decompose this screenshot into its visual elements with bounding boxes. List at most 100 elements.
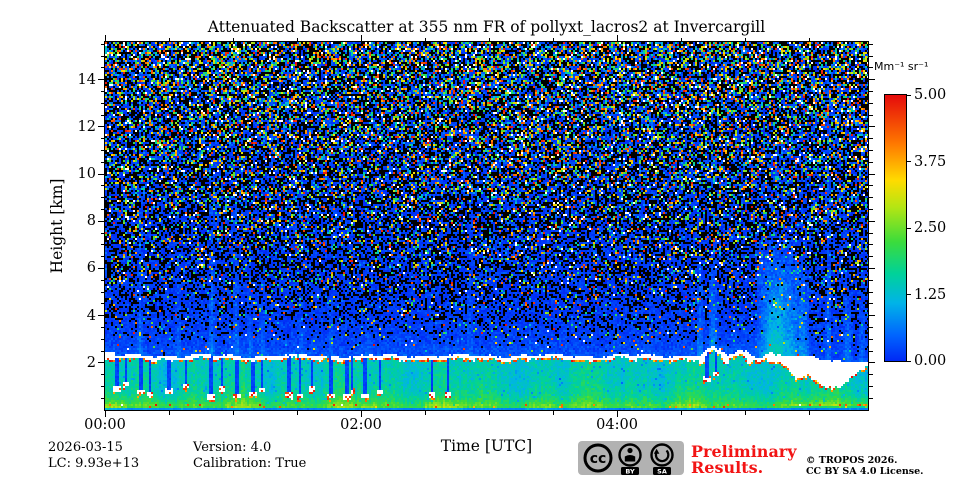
y-minor-tick bbox=[869, 197, 873, 199]
y-minor-tick bbox=[100, 43, 104, 45]
y-minor-tick bbox=[869, 67, 873, 69]
x-major-tick bbox=[360, 35, 362, 41]
y-minor-tick bbox=[869, 102, 873, 104]
plot-title: Attenuated Backscatter at 355 nm FR of p… bbox=[207, 18, 766, 36]
y-minor-tick bbox=[869, 244, 873, 246]
y-minor-tick bbox=[869, 291, 873, 293]
date-annotation: 2026-03-15 bbox=[48, 440, 123, 455]
x-minor-tick bbox=[168, 411, 170, 415]
colorbar-tick bbox=[907, 227, 911, 229]
x-minor-tick bbox=[552, 411, 554, 415]
x-tick-label: 00:00 bbox=[84, 417, 126, 433]
calibration-annotation: Calibration: True bbox=[193, 456, 307, 471]
x-major-tick bbox=[104, 35, 106, 41]
x-minor-tick bbox=[552, 37, 554, 41]
x-tick-label: 02:00 bbox=[340, 417, 382, 433]
y-minor-tick bbox=[100, 138, 104, 140]
y-minor-tick bbox=[869, 374, 873, 376]
y-minor-tick bbox=[100, 385, 104, 387]
y-minor-tick bbox=[100, 303, 104, 305]
y-minor-tick bbox=[100, 244, 104, 246]
y-minor-tick bbox=[100, 150, 104, 151]
colorbar bbox=[884, 94, 907, 362]
y-minor-tick bbox=[100, 197, 104, 199]
y-minor-tick bbox=[869, 161, 873, 163]
x-minor-tick bbox=[744, 37, 746, 41]
backscatter-heatmap bbox=[104, 41, 869, 411]
y-minor-tick bbox=[869, 397, 873, 399]
y-minor-tick bbox=[869, 338, 873, 340]
colorbar-tick-label: 1.25 bbox=[914, 286, 947, 303]
y-minor-tick bbox=[869, 185, 873, 187]
y-minor-tick bbox=[100, 232, 104, 234]
y-minor-tick bbox=[100, 114, 104, 116]
x-minor-tick bbox=[296, 37, 298, 41]
x-minor-tick bbox=[808, 37, 810, 41]
y-tick-label: 6 bbox=[86, 260, 96, 277]
tropos-line1: © TROPOS 2026. bbox=[806, 455, 898, 466]
y-major-tick bbox=[98, 173, 104, 175]
y-minor-tick bbox=[869, 256, 873, 258]
y-major-tick bbox=[869, 79, 875, 81]
by-person-icon: BY bbox=[618, 443, 642, 476]
y-major-tick bbox=[869, 126, 875, 128]
y-minor-tick bbox=[100, 279, 104, 281]
y-minor-tick bbox=[100, 374, 104, 376]
y-minor-tick bbox=[869, 55, 873, 57]
y-major-tick bbox=[98, 267, 104, 269]
colorbar-tick-label: 5.00 bbox=[914, 87, 947, 103]
y-minor-tick bbox=[100, 91, 104, 93]
y-major-tick bbox=[98, 362, 104, 364]
colorbar-tick-label: 2.50 bbox=[914, 220, 947, 236]
y-minor-tick bbox=[100, 67, 104, 69]
y-minor-tick bbox=[869, 91, 873, 93]
x-minor-tick bbox=[232, 411, 234, 415]
x-major-tick bbox=[104, 411, 106, 417]
y-major-tick bbox=[98, 315, 104, 317]
y-major-tick bbox=[869, 267, 875, 269]
x-minor-tick bbox=[744, 411, 746, 415]
colorbar-tick bbox=[907, 294, 911, 295]
tropos-copyright: © TROPOS 2026. CC BY SA 4.0 License. bbox=[806, 455, 923, 477]
lidar-constant-annotation: LC: 9.93e+13 bbox=[48, 456, 140, 471]
y-major-tick bbox=[869, 362, 875, 364]
x-minor-tick bbox=[488, 37, 490, 41]
y-tick-label: 8 bbox=[86, 213, 96, 230]
x-major-tick bbox=[616, 411, 618, 417]
version-annotation: Version: 4.0 bbox=[193, 440, 272, 455]
y-major-tick bbox=[98, 126, 104, 128]
y-minor-tick bbox=[100, 55, 104, 57]
x-minor-tick bbox=[680, 37, 682, 41]
y-major-tick bbox=[869, 173, 875, 175]
y-minor-tick bbox=[100, 185, 104, 187]
y-minor-tick bbox=[869, 208, 873, 210]
x-minor-tick bbox=[168, 37, 170, 41]
y-major-tick bbox=[98, 79, 104, 81]
y-major-tick bbox=[869, 220, 875, 222]
cc-icon: cc bbox=[583, 443, 613, 473]
y-tick-label: 10 bbox=[77, 166, 96, 183]
y-tick-label: 12 bbox=[77, 118, 96, 135]
y-minor-tick bbox=[100, 256, 104, 258]
y-minor-tick bbox=[100, 161, 104, 163]
preliminary-line1: Preliminary bbox=[691, 442, 797, 461]
x-major-tick bbox=[360, 411, 362, 417]
y-minor-tick bbox=[869, 138, 873, 140]
cc-by-sa-license-badge: cc BY SA bbox=[578, 441, 684, 476]
x-minor-tick bbox=[808, 411, 810, 415]
x-minor-tick bbox=[680, 411, 682, 415]
y-major-tick bbox=[98, 220, 104, 222]
tropos-line2: CC BY SA 4.0 License. bbox=[806, 466, 924, 477]
y-tick-label: 14 bbox=[77, 71, 96, 88]
y-minor-tick bbox=[869, 43, 873, 45]
svg-text:cc: cc bbox=[590, 451, 607, 467]
colorbar-tick-label: 0.00 bbox=[914, 353, 947, 369]
x-axis-label: Time [UTC] bbox=[440, 437, 533, 455]
svg-text:SA: SA bbox=[657, 468, 667, 475]
y-minor-tick bbox=[100, 291, 104, 293]
y-minor-tick bbox=[869, 350, 873, 352]
y-minor-tick bbox=[869, 385, 873, 387]
y-tick-label: 2 bbox=[86, 354, 96, 371]
y-minor-tick bbox=[100, 338, 104, 340]
svg-text:BY: BY bbox=[625, 468, 635, 475]
